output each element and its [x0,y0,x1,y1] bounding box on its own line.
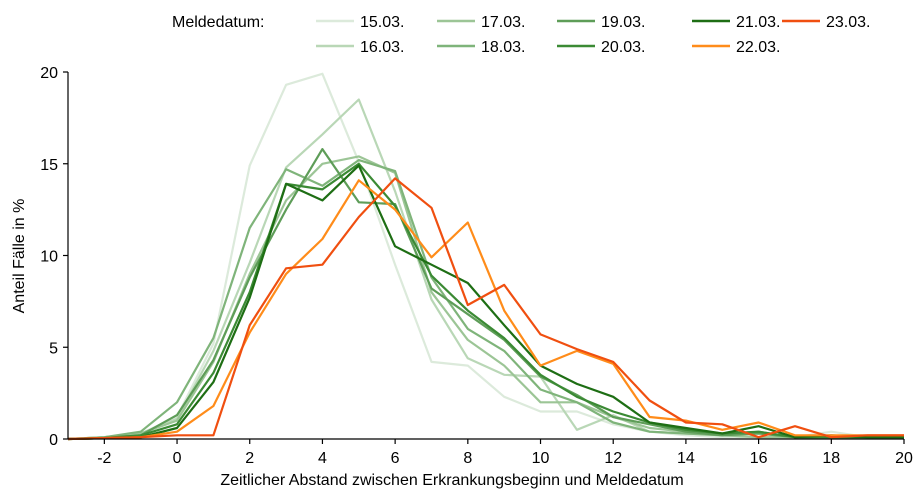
series-line-4 [67,159,904,441]
series-layer [67,72,904,441]
x-tick-label: 2 [245,450,254,467]
y-tick-label: 10 [40,249,58,266]
x-tick-label: 20 [895,450,913,467]
series-line-7 [67,164,904,441]
x-tick-label: 12 [604,450,622,467]
x-tick-label: 6 [391,450,400,467]
series-line-6 [67,162,904,441]
x-tick-label: 4 [318,450,327,467]
y-tick-label: 15 [40,157,58,174]
axes-layer: -2 0 2 4 6 8 10 12 14 16 18 20 0 5 10 15 20 [40,65,913,467]
series-line-5 [67,148,904,441]
x-tick-label: -2 [97,450,111,467]
x-tick-label: 0 [173,450,182,467]
series-line-8 [67,179,904,441]
x-axis-title: Zeitlicher Abstand zwischen Erkrankungsb… [220,472,683,489]
x-tick-label: 16 [750,450,768,467]
legend-title: Meldedatum: [172,14,265,31]
x-tick-label: 18 [822,450,840,467]
legend-label-6: 20.03. [601,39,645,56]
series-line-1 [67,72,904,441]
x-tick-label: 14 [677,450,695,467]
legend: Meldedatum: 15.03. 16.03. 17.03. 18.03. 19.0… [172,14,870,56]
legend-label-2: 16.03. [360,39,404,56]
legend-label-4: 18.03. [481,39,525,56]
y-axis-title: Anteil Fälle in % [11,199,28,314]
x-tick-label: 8 [463,450,472,467]
legend-label-5: 19.03. [601,14,645,31]
legend-label-3: 17.03. [481,14,525,31]
y-tick-label: 5 [49,340,58,357]
y-tick-label: 20 [40,65,58,82]
series-line-3 [67,155,904,441]
x-tick-label: 10 [532,450,550,467]
series-line-9 [67,177,904,441]
legend-label-9: 23.03. [826,14,870,31]
legend-label-8: 22.03. [736,39,780,56]
legend-label-7: 21.03. [736,14,780,31]
legend-label-1: 15.03. [360,14,404,31]
y-tick-label: 0 [49,432,58,449]
